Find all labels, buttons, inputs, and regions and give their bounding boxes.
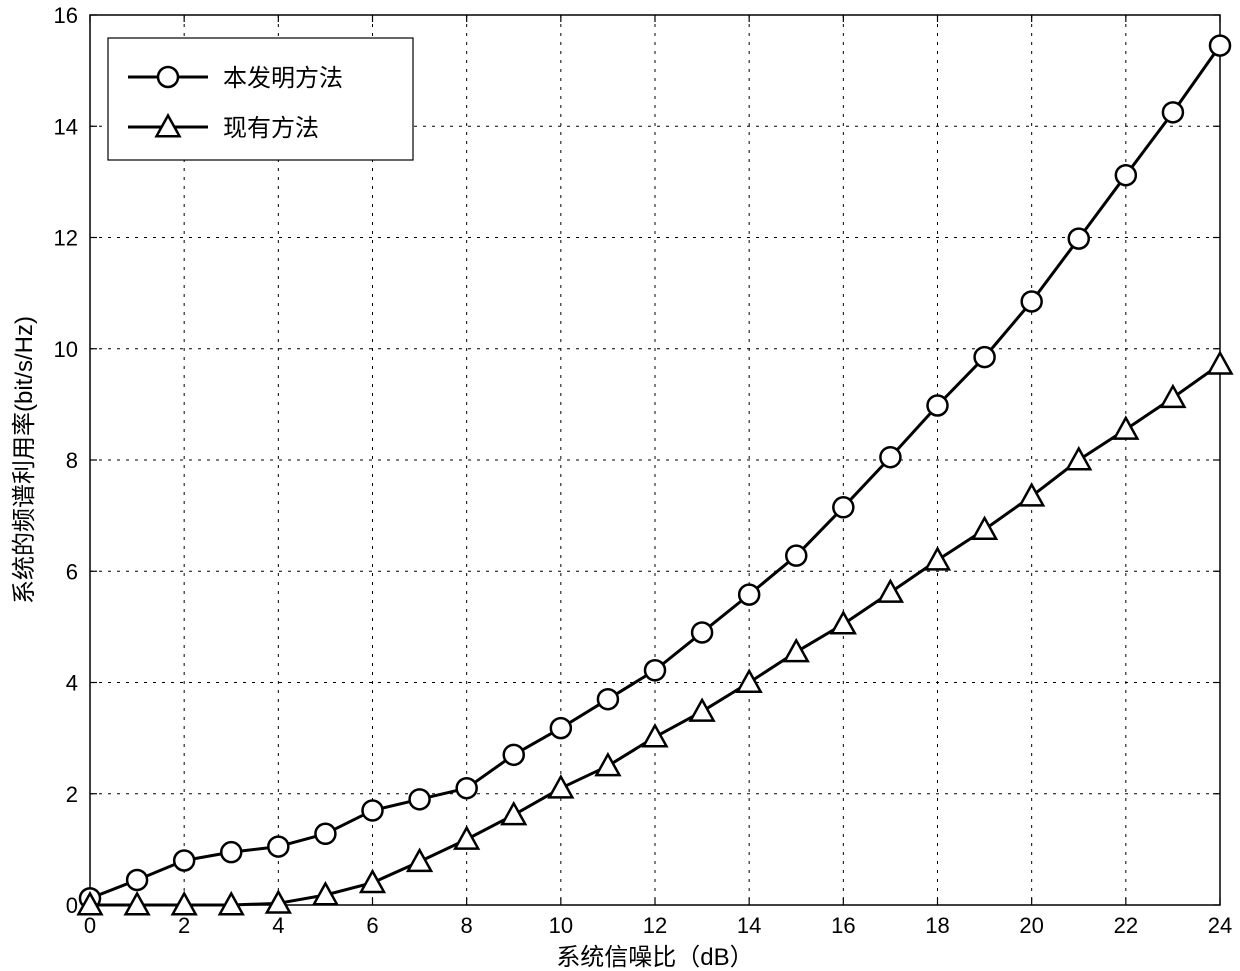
y-tick-label: 0 <box>66 893 78 918</box>
x-tick-label: 14 <box>737 913 761 938</box>
x-tick-label: 0 <box>84 913 96 938</box>
y-tick-label: 10 <box>54 337 78 362</box>
x-axis-label: 系统信噪比（dB） <box>556 944 753 971</box>
x-tick-label: 10 <box>549 913 573 938</box>
y-tick-label: 12 <box>54 226 78 251</box>
y-tick-label: 16 <box>54 3 78 28</box>
legend: 本发明方法现有方法 <box>108 38 413 160</box>
legend-label-text: 本发明方法 <box>223 65 343 92</box>
line-chart: 0246810121416182022240246810121416系统信噪比（… <box>0 0 1240 971</box>
y-tick-label: 2 <box>66 782 78 807</box>
legend-label-text: 现有方法 <box>223 115 319 142</box>
y-tick-label: 6 <box>66 559 78 584</box>
y-tick-label: 4 <box>66 671 78 696</box>
y-tick-label: 14 <box>54 114 78 139</box>
x-tick-label: 18 <box>925 913 949 938</box>
x-tick-label: 4 <box>272 913 284 938</box>
x-tick-label: 16 <box>831 913 855 938</box>
chart-container: 0246810121416182022240246810121416系统信噪比（… <box>0 0 1240 971</box>
x-tick-label: 20 <box>1019 913 1043 938</box>
x-tick-label: 2 <box>178 913 190 938</box>
x-tick-label: 24 <box>1208 913 1232 938</box>
x-tick-label: 8 <box>461 913 473 938</box>
x-tick-label: 6 <box>366 913 378 938</box>
y-axis-label: 系统的频谱利用率(bit/s/Hz) <box>11 316 38 604</box>
y-tick-label: 8 <box>66 448 78 473</box>
x-tick-label: 22 <box>1114 913 1138 938</box>
x-tick-label: 12 <box>643 913 667 938</box>
